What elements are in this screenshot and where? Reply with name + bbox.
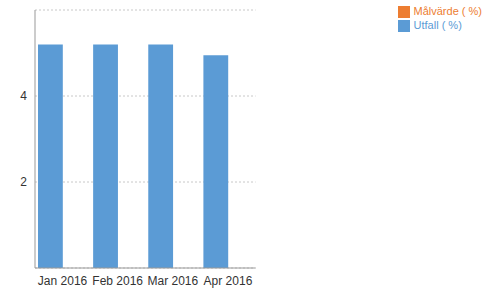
svg-text:4: 4 [20,89,27,103]
svg-text:Apr 2016: Apr 2016 [204,274,253,288]
html-text:Målvärde ( %): Målvärde ( %) [413,5,482,17]
svg-text:Feb 2016: Feb 2016 [92,274,143,288]
svg-text:2: 2 [20,175,27,189]
svg-text:Mar 2016: Mar 2016 [147,274,198,288]
html-text:Utfall ( %): Utfall ( %) [413,19,462,32]
svg-text:Jan 2016: Jan 2016 [38,274,88,288]
